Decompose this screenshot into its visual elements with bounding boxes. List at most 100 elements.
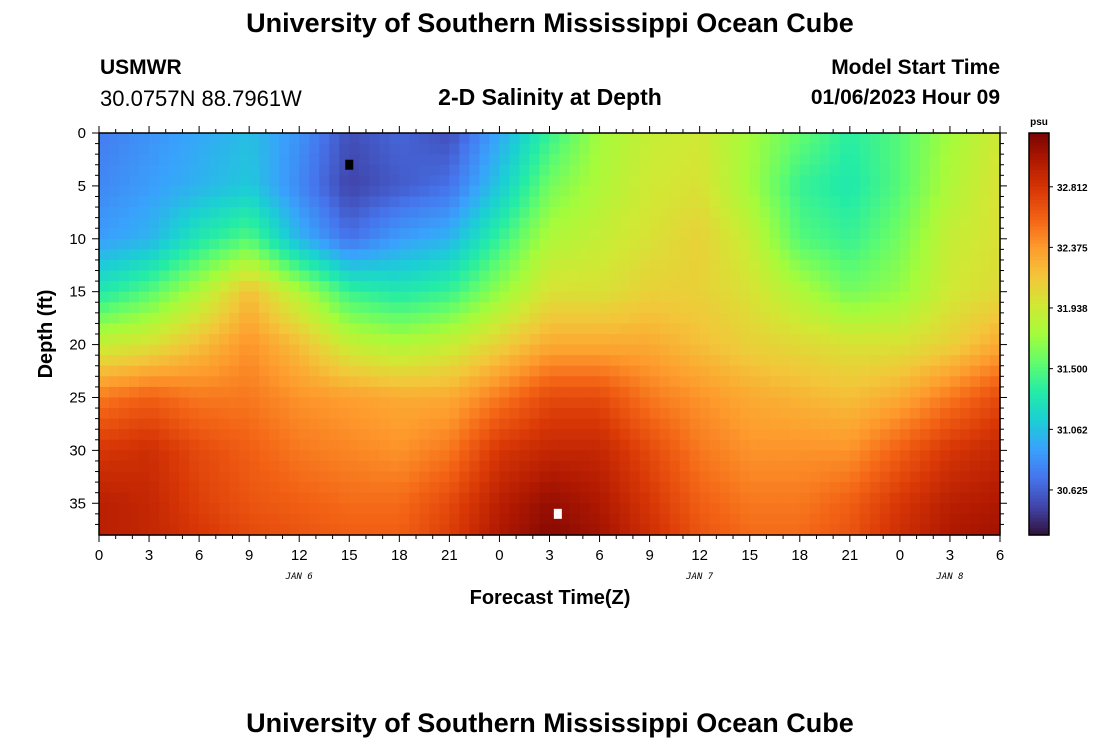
heatmap-cell [729, 323, 741, 335]
heatmap-cell [799, 482, 811, 494]
heatmap-cell [799, 450, 811, 462]
heatmap-cell [609, 185, 621, 198]
heatmap-cell [739, 281, 751, 293]
heatmap-cell [169, 259, 180, 272]
heatmap-cell [239, 196, 250, 208]
heatmap-cell [569, 471, 581, 483]
heatmap-cell [269, 397, 280, 409]
heatmap-cell [899, 270, 911, 282]
heatmap-cell [229, 492, 240, 504]
heatmap-cell [819, 492, 831, 504]
heatmap-cell [499, 133, 511, 145]
heatmap-cell [699, 281, 711, 293]
colorbar-segment [1029, 233, 1049, 238]
heatmap-cell [819, 133, 831, 145]
heatmap-cell [919, 524, 931, 536]
heatmap-cell [529, 397, 541, 409]
heatmap-cell [209, 355, 220, 367]
heatmap-cell [719, 492, 731, 504]
heatmap-cell [209, 259, 220, 272]
heatmap-cell [349, 513, 360, 526]
heatmap-cell [699, 185, 711, 198]
heatmap-cell [389, 482, 400, 494]
heatmap-cell [699, 482, 711, 494]
heatmap-cell [629, 376, 641, 388]
heatmap-cell [389, 196, 400, 208]
heatmap-cell [239, 270, 250, 282]
heatmap-cell [289, 259, 300, 272]
heatmap-cell [479, 133, 491, 145]
heatmap-cell [159, 133, 170, 145]
heatmap-cell [959, 408, 971, 420]
heatmap-cell [649, 154, 661, 166]
heatmap-cell [959, 259, 971, 272]
heatmap-cell [739, 450, 751, 462]
heatmap-cell [249, 228, 260, 240]
heatmap-cell [119, 503, 130, 515]
heatmap-cell [259, 281, 270, 293]
heatmap-cell [489, 397, 501, 409]
heatmap-cell [809, 228, 821, 240]
heatmap-cell [539, 524, 551, 536]
heatmap-cell [569, 344, 581, 356]
heatmap-cell [529, 386, 541, 399]
heatmap-cell [319, 228, 330, 240]
heatmap-cell [449, 207, 460, 219]
heatmap-cell [919, 323, 931, 335]
heatmap-cell [789, 482, 801, 494]
heatmap-cell [659, 270, 671, 282]
heatmap-cell [959, 439, 971, 451]
colorbar-segment [1029, 354, 1049, 359]
heatmap-cell [169, 133, 180, 145]
heatmap-cell [749, 175, 761, 187]
heatmap-cell [929, 492, 941, 504]
heatmap-cell [439, 238, 450, 250]
heatmap-cell [749, 429, 761, 441]
heatmap-cell [649, 164, 661, 176]
heatmap-cell [309, 365, 320, 377]
heatmap-cell [369, 524, 380, 536]
heatmap-cell [549, 482, 561, 494]
heatmap-cell [549, 312, 561, 325]
heatmap-cell [729, 450, 741, 462]
heatmap-cell [579, 207, 591, 219]
heatmap-cell [789, 376, 801, 388]
heatmap-cell [619, 143, 631, 155]
heatmap-cell [189, 503, 200, 515]
heatmap-cell [169, 460, 180, 473]
heatmap-cell [269, 133, 280, 145]
heatmap-cell [979, 259, 991, 272]
heatmap-cell [689, 291, 701, 303]
heatmap-cell [629, 503, 641, 515]
heatmap-cell [769, 408, 781, 420]
heatmap-cell [229, 503, 240, 515]
heatmap-cell [939, 228, 951, 240]
heatmap-cell [949, 460, 961, 473]
heatmap-cell [569, 513, 581, 526]
heatmap-cell [299, 334, 310, 346]
heatmap-cell [449, 334, 460, 346]
heatmap-cell [379, 429, 390, 441]
heatmap-cell [539, 365, 551, 377]
heatmap-cell [879, 196, 891, 208]
heatmap-cell [789, 460, 801, 473]
heatmap-cell [439, 154, 450, 166]
heatmap-cell [259, 196, 270, 208]
heatmap-cell [269, 344, 280, 356]
heatmap-cell [229, 355, 240, 367]
heatmap-cell [869, 323, 881, 335]
heatmap-cell [859, 154, 871, 166]
heatmap-cell [429, 196, 440, 208]
heatmap-cell [849, 154, 861, 166]
heatmap-cell [809, 302, 821, 314]
heatmap-cell [799, 503, 811, 515]
heatmap-cell [409, 164, 420, 176]
heatmap-cell [799, 217, 811, 229]
heatmap-cell [539, 185, 551, 198]
heatmap-cell [849, 259, 861, 272]
heatmap-cell [439, 143, 450, 155]
heatmap-cell [809, 386, 821, 399]
heatmap-cell [109, 355, 120, 367]
heatmap-cell [959, 386, 971, 399]
heatmap-cell [449, 259, 460, 272]
